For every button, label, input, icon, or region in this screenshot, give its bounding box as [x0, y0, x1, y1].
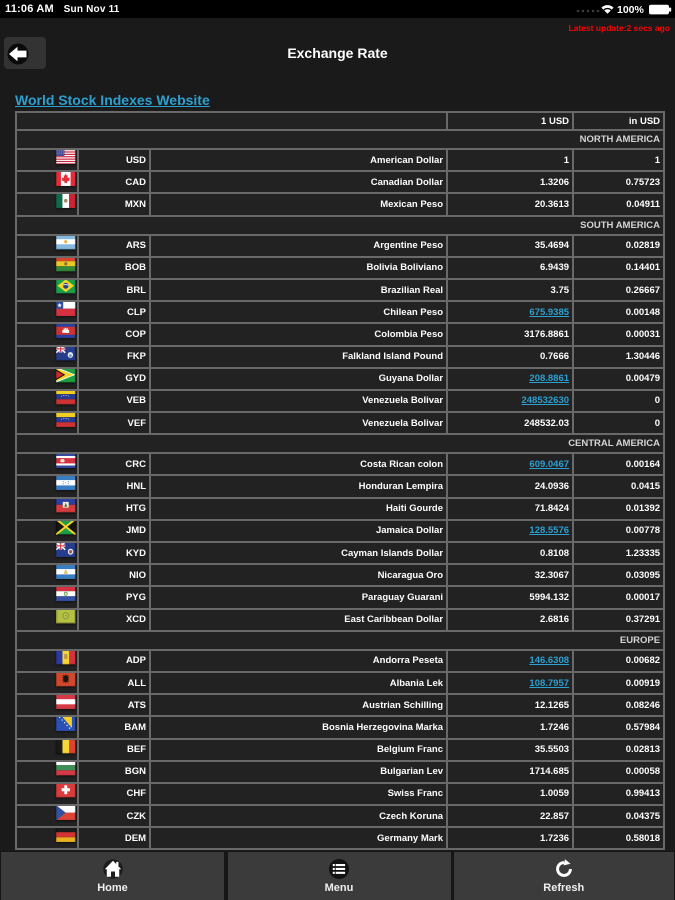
svg-text:100%: 100%	[617, 4, 645, 16]
